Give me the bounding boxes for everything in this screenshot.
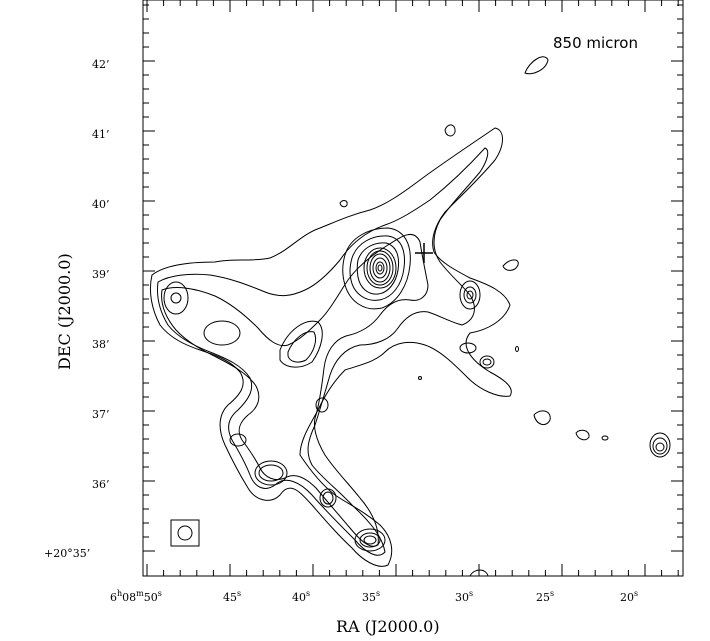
- y-tick-label-39: 39’: [92, 268, 110, 281]
- contour-tiny-1: [601, 435, 609, 441]
- contour-oval-1: [203, 320, 241, 346]
- contour-bottom-edge: [469, 569, 489, 577]
- contour-right-4: [459, 342, 477, 354]
- contour-core-1: [342, 227, 411, 310]
- contour-central-clump-2: [287, 331, 317, 363]
- x-tick-label-40: 40s: [292, 589, 310, 604]
- contour-core-3: [356, 242, 400, 295]
- contour-left-knot-2: [170, 292, 182, 304]
- contour-right-3: [466, 290, 474, 300]
- x-tick-label-20: 20s: [620, 589, 638, 604]
- contour-right-9: [444, 124, 456, 137]
- plot-frame: [142, 0, 684, 577]
- contours: [149, 56, 671, 577]
- contour-lower-2: [258, 464, 284, 482]
- contour-core-4: [363, 247, 397, 289]
- contour-tiny-2: [515, 346, 519, 352]
- contour-core-5: [366, 250, 394, 286]
- contour-right-5: [479, 355, 495, 369]
- contour-lower-9: [315, 397, 329, 413]
- y-tick-labels: +20°35’ 36’ 37’ 38’ 39’ 40’ 41’ 42’: [44, 58, 110, 560]
- x-tick-label-45: 45s: [223, 589, 241, 604]
- contour-left-knot-1: [163, 281, 189, 315]
- contour-lower-3: [319, 488, 337, 508]
- x-tick-label-25: 25s: [536, 589, 554, 604]
- contour-core-7: [372, 257, 388, 279]
- contour-central-clump-1: [279, 320, 323, 368]
- contour-right-6: [482, 358, 492, 366]
- contour-lower-7: [363, 535, 377, 545]
- contour-third-main: [161, 233, 429, 547]
- x-tick-labels: 6h08m50s 45s 40s 35s 30s 25s 20s: [110, 589, 638, 604]
- contour-right-1: [459, 280, 481, 310]
- contour-right-10: [533, 410, 551, 426]
- plus-marker-icon: [415, 243, 433, 263]
- x-tick-label-50: 6h08m50s: [110, 589, 162, 604]
- contour-right-7: [502, 259, 519, 271]
- contour-right-2: [463, 286, 477, 304]
- contour-lower-5: [354, 528, 386, 552]
- beam-size-icon: [170, 519, 200, 547]
- y-tick-label-38: 38’: [92, 338, 110, 351]
- contour-right-8: [524, 56, 549, 75]
- y-tick-label-37: 37’: [92, 408, 110, 421]
- x-tick-label-35: 35s: [362, 589, 380, 604]
- contour-right-11: [575, 429, 590, 441]
- contour-tiny-3: [418, 376, 422, 380]
- y-tick-label-35: +20°35’: [44, 547, 90, 560]
- x-axis-label: RA (J2000.0): [336, 617, 440, 636]
- contour-second-main: [157, 147, 489, 556]
- band-annotation: 850 micron: [553, 34, 638, 52]
- contour-lower-8: [229, 433, 247, 447]
- axis-ticks: [143, 0, 683, 576]
- contour-core-2: [349, 235, 405, 301]
- contour-core-6: [369, 253, 391, 283]
- y-axis-label: DEC (J2000.0): [55, 253, 74, 370]
- contour-core-9: [377, 264, 383, 272]
- contour-far-right-1: [649, 432, 671, 458]
- contour-far-right-2: [652, 437, 668, 455]
- y-tick-label-42: 42’: [92, 58, 110, 71]
- x-tick-label-30: 30s: [455, 589, 473, 604]
- contour-lower-4: [322, 491, 334, 505]
- y-tick-label-40: 40’: [92, 198, 110, 211]
- contour-outer-main: [149, 127, 512, 567]
- y-tick-label-41: 41’: [92, 128, 110, 141]
- contour-lower-6: [359, 532, 381, 548]
- contour-core-8: [375, 261, 385, 275]
- y-tick-label-36: 36’: [92, 478, 110, 491]
- contour-tiny-4: [339, 200, 348, 208]
- contour-lower-1: [254, 460, 288, 486]
- contour-far-right-3: [655, 442, 665, 452]
